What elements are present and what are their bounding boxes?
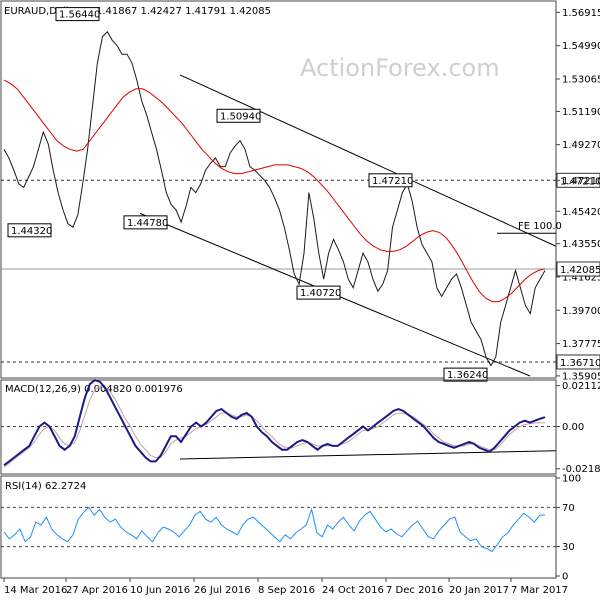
price-gridlines: 1.47210 1.36710 xyxy=(1,74,600,377)
price-annotation-label: 1.47210 xyxy=(372,176,413,187)
price-annotation-label: 1.36240 xyxy=(447,370,488,381)
level-label: 1.36710 xyxy=(560,358,600,369)
price-line xyxy=(3,30,546,367)
price-annotation-label: 1.44320 xyxy=(11,226,52,237)
price-annotation-box xyxy=(55,7,100,22)
price-y-axis: 1.56915 1.54990 1.53065 1.51190 1.49270 1.472… xyxy=(556,8,600,382)
price-axis-tick-label: 1.35905 xyxy=(562,371,600,382)
price-series xyxy=(3,30,546,367)
rsi-axis-tick-label: 0 xyxy=(562,572,568,583)
price-axis-tick-label: 1.41625 xyxy=(562,272,600,283)
macd-axis-tick-label: 0.021124 xyxy=(562,381,600,392)
x-axis-tick-label: 24 Oct 2016 xyxy=(322,585,384,596)
x-axis-tick-label: 26 Jul 2016 xyxy=(194,585,251,596)
price-axis-tick-label: 1.49270 xyxy=(562,140,600,151)
price-axis-tick-label: 1.37775 xyxy=(562,339,600,350)
macd-trend-line xyxy=(179,450,557,460)
macd-line xyxy=(3,378,546,467)
rsi-axis-tick-label: 70 xyxy=(562,503,575,514)
price-axis-tick-label: 1.53065 xyxy=(562,75,600,86)
rsi-y-axis: 100 70 30 0 xyxy=(556,474,581,583)
macd-title: MACD(12,26,9) 0.004820 0.001976 xyxy=(5,384,183,395)
last-price-label: 1.42085 xyxy=(560,265,600,276)
price-axis-tick-label: 1.43550 xyxy=(562,239,600,250)
price-axis-tick-label: 1.51190 xyxy=(562,107,600,118)
price-axis-tick-label: 1.45420 xyxy=(562,207,600,218)
price-annotation-box xyxy=(123,215,168,230)
rsi-axis-tick-label: 100 xyxy=(562,474,581,485)
macd-series xyxy=(3,378,546,468)
price-axis-tick-label: 1.56915 xyxy=(562,8,600,19)
x-axis-tick-label: 7 Dec 2016 xyxy=(386,585,444,596)
x-axis-tick-label: 7 Mar 2017 xyxy=(511,585,568,596)
price-annotation-box xyxy=(368,173,413,188)
price-annotation-box xyxy=(296,285,341,300)
price-annotation-box xyxy=(7,223,52,238)
price-annotation-box xyxy=(216,108,261,123)
macd-axis-tick-label: 0.00 xyxy=(562,422,584,433)
rsi-line xyxy=(3,506,546,553)
watermark: ActionForex.com xyxy=(300,54,500,82)
macd-gridlines xyxy=(1,426,557,460)
rsi-gridlines xyxy=(1,506,556,548)
rsi-panel: RSI(14) 62.2724 100 70 30 0 xyxy=(0,474,581,583)
price-title: EURAUD,Daily xyxy=(4,6,75,17)
x-axis-tick-label: 27 Apr 2016 xyxy=(66,585,128,596)
price-annotation-label: 1.40720 xyxy=(300,288,341,299)
x-axis-tick-label: 20 Jan 2017 xyxy=(449,585,509,596)
last-price-box xyxy=(556,261,600,277)
price-axis-tick-label: 1.54990 xyxy=(562,41,600,52)
x-axis-tick-label: 10 Jun 2016 xyxy=(130,585,190,596)
rsi-series xyxy=(3,506,546,553)
macd-panel: MACD(12,26,9) 0.004820 0.001976 0.021124… xyxy=(0,378,600,475)
macd-signal-line xyxy=(3,385,546,468)
macd-y-axis: 0.021124 0.00 -0.021818 xyxy=(556,381,600,475)
price-annotation-label: 1.50940 xyxy=(220,111,261,122)
ohlc-readout: 1.41867 1.42427 1.41791 1.42085 xyxy=(96,6,271,17)
level-label: 1.47210 xyxy=(560,176,600,187)
level-label-box xyxy=(556,354,600,370)
x-axis-tick-label: 8 Sep 2016 xyxy=(258,585,315,596)
rsi-axis-tick-label: 30 xyxy=(562,542,575,553)
fe-label: FE 100.0 xyxy=(518,221,562,232)
macd-axis-tick-label: -0.021818 xyxy=(562,464,600,475)
price-annotation-box xyxy=(443,367,488,382)
upper-channel-line xyxy=(179,74,557,247)
price-annotations: 1.56440 1.44320 1.44780 1.50940 1.40720 1.472… xyxy=(7,7,488,382)
price-annotation-label: 1.56440 xyxy=(59,10,100,21)
price-axis-tick-label: 1.47210 xyxy=(562,176,600,187)
price-annotation-label: 1.44780 xyxy=(127,218,168,229)
moving-average-line xyxy=(3,79,546,303)
x-axis-tick-label: 14 Mar 2016 xyxy=(4,585,67,596)
rsi-title: RSI(14) 62.2724 xyxy=(5,481,86,492)
price-panel: ActionForex.com EURAUD,Daily 1.41867 1.4… xyxy=(0,0,600,382)
price-axis-tick-label: 1.39700 xyxy=(562,306,600,317)
